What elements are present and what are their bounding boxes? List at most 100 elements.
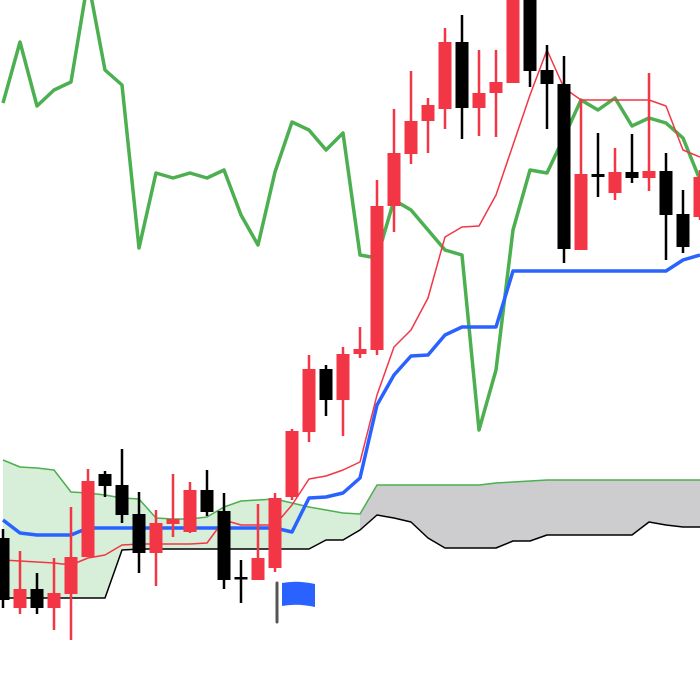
- candle-up: [608, 148, 622, 200]
- candle-body: [115, 485, 129, 515]
- candle-body: [472, 93, 486, 108]
- cloud-segment: [666, 480, 683, 527]
- candle-body: [557, 84, 571, 249]
- candle-body: [659, 171, 673, 215]
- candle-down: [523, 0, 537, 87]
- cloud-segment: [581, 480, 598, 535]
- chikou-span-line: [1, 0, 700, 432]
- candle-up: [268, 493, 282, 572]
- cloud-segment: [411, 485, 428, 538]
- candle-up: [574, 100, 588, 250]
- candle-up: [489, 50, 503, 137]
- candle-down: [98, 471, 112, 497]
- kijun-sen-line: [1, 253, 700, 537]
- candle-body: [64, 557, 78, 594]
- cloud-segment: [394, 485, 411, 522]
- cloud-segment: [343, 513, 360, 540]
- cloud-segment: [37, 468, 54, 598]
- candle-body: [693, 177, 700, 217]
- candle-up: [387, 109, 401, 232]
- candle-body: [438, 42, 452, 109]
- cloud-segment: [326, 510, 343, 540]
- candle-down: [625, 134, 639, 183]
- candle-up: [353, 327, 367, 358]
- candle-body: [370, 206, 384, 350]
- candle-up: [438, 28, 452, 129]
- cloud-segment: [564, 480, 581, 535]
- cloud-segment: [292, 503, 309, 549]
- candle-body: [336, 354, 350, 400]
- candle-body: [251, 558, 265, 580]
- candles: [0, 0, 700, 640]
- candle-body: [387, 153, 401, 206]
- candle-body: [81, 481, 95, 557]
- candle-up: [370, 180, 384, 355]
- candle-up: [506, 0, 520, 83]
- candle-down: [200, 470, 214, 516]
- candle-body: [404, 121, 418, 154]
- candle-body: [489, 82, 503, 93]
- candle-up: [642, 73, 656, 191]
- candle-body: [47, 593, 61, 608]
- cloud-segment: [513, 481, 530, 541]
- candle-body: [285, 431, 299, 497]
- candle-up: [251, 504, 265, 580]
- indicator-lines: [1, 0, 700, 599]
- candle-down: [234, 560, 248, 603]
- cloud-segment: [309, 507, 326, 549]
- candle-up: [149, 510, 163, 586]
- candle-down: [557, 56, 571, 263]
- candle-body: [234, 577, 248, 580]
- candle-body: [353, 349, 367, 354]
- cloud-segment: [615, 480, 632, 535]
- cloud-segment: [445, 485, 462, 548]
- flag-marker[interactable]: [275, 581, 315, 624]
- candle-body: [149, 523, 163, 553]
- candle-body: [676, 214, 690, 247]
- candle-body: [574, 174, 588, 250]
- candle-body: [30, 589, 44, 608]
- candle-down: [115, 449, 129, 523]
- candle-body: [608, 172, 622, 193]
- cloud-segment: [479, 483, 496, 548]
- flag-icon: [282, 581, 315, 607]
- candle-up: [166, 474, 180, 537]
- candle-body: [268, 498, 282, 568]
- candle-body: [200, 490, 214, 512]
- candle-up: [13, 551, 27, 614]
- candle-body: [166, 519, 180, 524]
- candle-body: [591, 174, 605, 177]
- candle-up: [47, 558, 61, 630]
- cloud-segment: [547, 480, 564, 535]
- candle-body: [302, 369, 316, 432]
- cloud-segment: [649, 480, 666, 525]
- candle-body: [523, 0, 537, 71]
- cloud-segment: [530, 480, 547, 541]
- cloud-segment: [377, 485, 394, 518]
- candle-body: [0, 538, 10, 600]
- candle-down: [217, 493, 231, 589]
- candle-up: [404, 71, 418, 164]
- candle-body: [98, 474, 112, 486]
- candle-down: [659, 153, 673, 260]
- candle-down: [540, 45, 554, 129]
- candle-body: [455, 42, 469, 108]
- cloud-segment: [683, 480, 700, 527]
- tenkan-sen-line: [2, 49, 700, 566]
- candle-up: [64, 507, 78, 640]
- cloud-segment: [496, 482, 513, 548]
- candle-up: [472, 50, 486, 136]
- candle-body: [319, 369, 333, 400]
- candle-up: [302, 355, 316, 442]
- candle-body: [183, 490, 197, 532]
- candle-up: [81, 469, 95, 557]
- candle-body: [642, 171, 656, 178]
- candle-down: [591, 133, 605, 197]
- candle-body: [13, 589, 27, 608]
- candle-up: [285, 429, 299, 500]
- candle-down: [319, 365, 333, 416]
- senkou-span-b-line: [3, 514, 700, 599]
- candle-down: [0, 529, 10, 608]
- candle-body: [625, 172, 639, 178]
